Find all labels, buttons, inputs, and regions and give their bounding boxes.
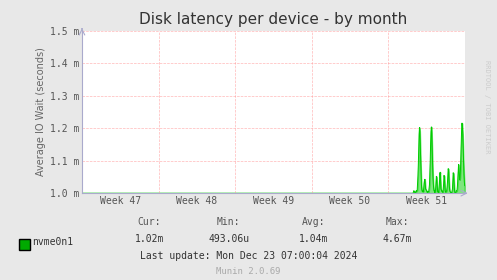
Text: Munin 2.0.69: Munin 2.0.69 <box>216 267 281 276</box>
Y-axis label: Average IO Wait (seconds): Average IO Wait (seconds) <box>36 48 46 176</box>
Text: Max:: Max: <box>386 217 410 227</box>
Text: Avg:: Avg: <box>301 217 325 227</box>
Text: 1.04m: 1.04m <box>298 234 328 244</box>
Text: Min:: Min: <box>217 217 241 227</box>
Text: 493.06u: 493.06u <box>208 234 249 244</box>
Text: Last update: Mon Dec 23 07:00:04 2024: Last update: Mon Dec 23 07:00:04 2024 <box>140 251 357 261</box>
Text: nvme0n1: nvme0n1 <box>32 237 74 247</box>
Text: 1.02m: 1.02m <box>134 234 164 244</box>
Text: RRDTOOL / TOBI OETIKER: RRDTOOL / TOBI OETIKER <box>484 60 490 153</box>
Text: 4.67m: 4.67m <box>383 234 413 244</box>
Text: Cur:: Cur: <box>137 217 161 227</box>
Title: Disk latency per device - by month: Disk latency per device - by month <box>139 12 408 27</box>
